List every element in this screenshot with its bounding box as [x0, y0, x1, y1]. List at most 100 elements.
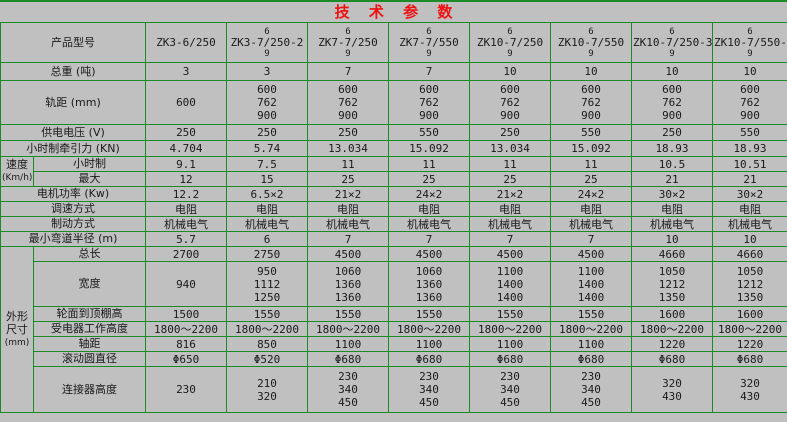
cell-rolling-diameter-0: Φ650: [145, 351, 227, 367]
model-sub-5: 9: [588, 48, 594, 59]
cell-total-weight-0: 3: [145, 62, 227, 81]
cell-braking-4: 机械电气: [469, 216, 551, 232]
cell-pantograph-height-7: 1800～2200: [712, 321, 787, 337]
row-label-pantograph-height: 受电器工作高度: [33, 321, 146, 337]
cell-tractive-force-3: 15.092: [388, 140, 470, 157]
cell-voltage-5: 550: [550, 124, 632, 141]
cell-pantograph-height-4: 1800～2200: [469, 321, 551, 337]
technical-parameters-table: 产品型号 ZK3-6/250 6 ZK3-7/250-2 9 6 ZK7-7/2…: [0, 22, 787, 413]
cell-roof-height-5: 1550: [550, 306, 632, 322]
table-row-rolling-diameter: 滚动圆直径 Φ650 Φ520 Φ680 Φ680 Φ680 Φ680 Φ680…: [1, 351, 787, 367]
row-label-total-weight: 总重 (吨): [0, 62, 146, 81]
row-label-speed-max: 最大: [33, 171, 146, 187]
model-cell-3: 6 ZK7-7/550 9: [388, 22, 470, 63]
cell-speed-max-2: 25: [307, 171, 389, 187]
model-cell-0: ZK3-6/250: [145, 22, 227, 63]
cell-gauge-4: 600 762 900: [469, 80, 551, 125]
cell-tractive-force-4: 13.034: [469, 140, 551, 157]
cell-min-curve-radius-0: 5.7: [145, 231, 227, 247]
cell-coupler-height-2: 230 340 450: [307, 366, 389, 413]
cell-width-3: 1060 1360 1360: [388, 261, 470, 307]
cell-total-length-1: 2750: [226, 246, 308, 262]
cell-total-weight-2: 7: [307, 62, 389, 81]
model-main-4: ZK10-7/250: [476, 35, 544, 49]
cell-motor-power-6: 30×2: [631, 186, 713, 202]
cell-speed-control-6: 电阻: [631, 201, 713, 217]
row-label-rolling-diameter: 滚动圆直径: [33, 351, 146, 367]
cell-gauge-6: 600 762 900: [631, 80, 713, 125]
cell-roof-height-6: 1600: [631, 306, 713, 322]
cell-roof-height-7: 1600: [712, 306, 787, 322]
cell-rolling-diameter-2: Φ680: [307, 351, 389, 367]
table-row-min-curve-radius: 最小弯道半径 (m) 5.7 6 7 7 7 7 10 10: [0, 231, 787, 247]
model-cell-7: 6 ZK10-7/550-4 9: [712, 22, 787, 63]
cell-roof-height-3: 1550: [388, 306, 470, 322]
model-sup-2: 6: [345, 26, 351, 37]
cell-min-curve-radius-7: 10: [712, 231, 787, 247]
cell-speed-control-5: 电阻: [550, 201, 632, 217]
cell-total-length-6: 4660: [631, 246, 713, 262]
cell-motor-power-5: 24×2: [550, 186, 632, 202]
cell-total-length-5: 4500: [550, 246, 632, 262]
table-row-total-weight: 总重 (吨) 3 3 7 7 10 10 10 10: [0, 62, 787, 81]
cell-speed-max-1: 15: [226, 171, 308, 187]
cell-rolling-diameter-5: Φ680: [550, 351, 632, 367]
cell-speed-control-1: 电阻: [226, 201, 308, 217]
cell-voltage-7: 550: [712, 124, 787, 141]
speed-group-unit: (Km/h): [2, 173, 33, 183]
cell-roof-height-1: 1550: [226, 306, 308, 322]
table-row-voltage: 供电电压 (V) 250 250 250 550 250 550 250 550: [0, 124, 787, 141]
model-sup-5: 6: [588, 26, 594, 37]
cell-wheelbase-1: 850: [226, 336, 308, 352]
cell-braking-0: 机械电气: [145, 216, 227, 232]
cell-total-weight-4: 10: [469, 62, 551, 81]
cell-speed-hourly-3: 11: [388, 156, 470, 172]
cell-total-weight-3: 7: [388, 62, 470, 81]
dimensions-group-unit: (mm): [4, 338, 30, 348]
cell-pantograph-height-5: 1800～2200: [550, 321, 632, 337]
cell-tractive-force-1: 5.74: [226, 140, 308, 157]
model-sub-6: 9: [669, 48, 675, 59]
row-label-coupler-height: 连接器高度: [33, 366, 146, 413]
model-cell-1: 6 ZK3-7/250-2 9: [226, 22, 308, 63]
cell-rolling-diameter-6: Φ680: [631, 351, 713, 367]
cell-rolling-diameter-3: Φ680: [388, 351, 470, 367]
cell-total-weight-6: 10: [631, 62, 713, 81]
dimensions-group-name: 外形 尺寸: [6, 310, 28, 336]
model-main-3: ZK7-7/550: [399, 35, 459, 49]
cell-total-length-2: 4500: [307, 246, 389, 262]
table-row-gauge: 轨距 (mm) 600 600 762 900 600 762 900 600 762 90…: [0, 80, 787, 125]
cell-tractive-force-2: 13.034: [307, 140, 389, 157]
cell-wheelbase-5: 1100: [550, 336, 632, 352]
cell-speed-control-3: 电阻: [388, 201, 470, 217]
cell-wheelbase-6: 1220: [631, 336, 713, 352]
cell-motor-power-7: 30×2: [712, 186, 787, 202]
cell-min-curve-radius-1: 6: [226, 231, 308, 247]
model-sup-1: 6: [264, 26, 270, 37]
cell-speed-hourly-4: 11: [469, 156, 551, 172]
row-label-product-model: 产品型号: [0, 22, 146, 63]
cell-width-0: 940: [145, 261, 227, 307]
cell-tractive-force-0: 4.704: [145, 140, 227, 157]
model-main-6: ZK10-7/250-3: [633, 35, 713, 49]
cell-speed-hourly-0: 9.1: [145, 156, 227, 172]
row-label-width: 宽度: [33, 261, 146, 307]
model-sup-4: 6: [507, 26, 513, 37]
cell-motor-power-3: 24×2: [388, 186, 470, 202]
row-label-motor-power: 电机功率 (Kw): [0, 186, 146, 202]
cell-total-length-0: 2700: [145, 246, 227, 262]
cell-min-curve-radius-4: 7: [469, 231, 551, 247]
cell-coupler-height-5: 230 340 450: [550, 366, 632, 413]
table-row-wheelbase: 轴距 816 850 1100 1100 1100 1100 1220 1220: [1, 336, 787, 352]
page-title: 技 术 参 数: [334, 2, 460, 21]
cell-min-curve-radius-3: 7: [388, 231, 470, 247]
cell-speed-control-7: 电阻: [712, 201, 787, 217]
model-sup-7: 6: [747, 26, 753, 37]
table-row-tractive-force: 小时制牵引力 (KN) 4.704 5.74 13.034 15.092 13.…: [0, 140, 787, 157]
model-main-0: ZK3-6/250: [156, 35, 216, 49]
row-label-min-curve-radius: 最小弯道半径 (m): [0, 231, 146, 247]
cell-wheelbase-2: 1100: [307, 336, 389, 352]
cell-voltage-3: 550: [388, 124, 470, 141]
row-label-speed-group: 速度 (Km/h): [0, 156, 34, 187]
